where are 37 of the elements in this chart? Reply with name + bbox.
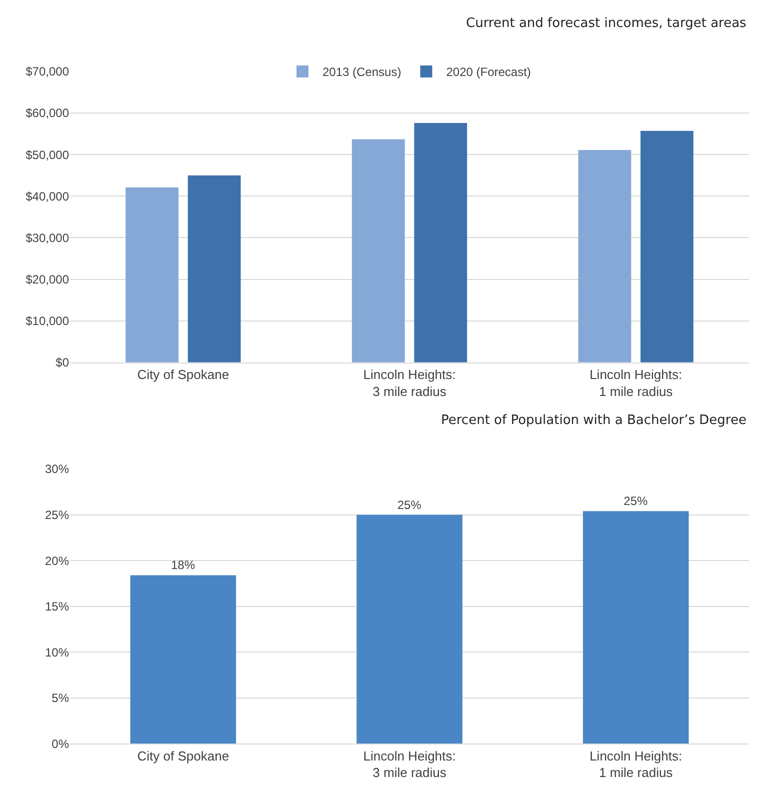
x-tick-label: Lincoln Heights: 3 mile radius [363, 748, 456, 780]
y-tick-label: 5% [52, 691, 70, 706]
x-tick-label: Lincoln Heights: 1 mile radius [590, 748, 682, 780]
y-tick-label: 15% [44, 600, 70, 614]
y-tick-label: $30,000 [26, 230, 70, 245]
y-tick-label: $70,000 [26, 64, 70, 79]
legend-label: 2013 (Census) [322, 65, 402, 80]
chart-title: Current and forecast incomes, target areas [466, 16, 747, 31]
data-label: 18% [170, 558, 196, 572]
x-tick-label: Lincoln Heights: 1 mile radius [590, 367, 682, 399]
x-tick-label: Lincoln Heights: 3 mile radius [363, 367, 456, 399]
x-tick-label: City of Spokane [137, 367, 230, 382]
y-tick-label: $0 [56, 356, 70, 370]
x-tick-label: City of Spokane [137, 748, 230, 764]
y-tick-label: $20,000 [26, 272, 70, 286]
y-tick-label: 30% [44, 462, 70, 476]
data-label: 25% [624, 494, 648, 508]
y-tick-label: $10,000 [26, 314, 70, 328]
bar [414, 123, 468, 362]
y-tick-label: $40,000 [26, 189, 70, 204]
bar [356, 514, 462, 744]
y-tick-label: 25% [44, 508, 70, 522]
bar [188, 175, 241, 362]
y-tick-label: 20% [44, 554, 70, 568]
bar [640, 130, 694, 362]
bar [126, 187, 178, 362]
y-tick-label: $50,000 [26, 148, 70, 162]
chart-title: Percent of Population with a Bachelor’s Degree [441, 413, 746, 428]
legend-label: 2020 (Forecast) [446, 65, 531, 80]
y-tick-label: 10% [44, 645, 70, 660]
bar [582, 511, 689, 744]
y-tick-label: 0% [52, 736, 70, 751]
bar [578, 150, 632, 362]
bar [352, 139, 405, 362]
y-tick-label: $60,000 [26, 106, 70, 120]
bar [130, 575, 236, 744]
data-label: 25% [397, 498, 422, 512]
